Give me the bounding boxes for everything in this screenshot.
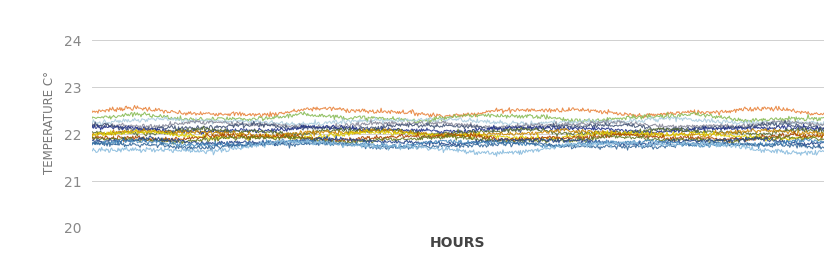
Y-axis label: TEMPERATURE C°: TEMPERATURE C°	[42, 71, 56, 174]
X-axis label: HOURS: HOURS	[430, 236, 485, 250]
